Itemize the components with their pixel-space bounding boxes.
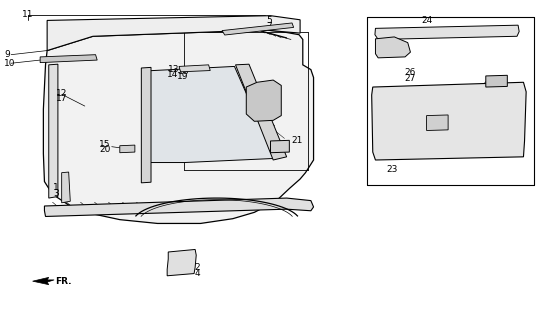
Text: 1: 1 xyxy=(53,183,59,192)
Text: 18: 18 xyxy=(178,67,189,76)
Text: 19: 19 xyxy=(177,72,188,81)
Text: 21: 21 xyxy=(291,136,302,146)
Polygon shape xyxy=(375,25,519,39)
Text: 7: 7 xyxy=(266,22,272,31)
Text: 20: 20 xyxy=(100,145,111,154)
Text: 10: 10 xyxy=(4,59,16,68)
Polygon shape xyxy=(167,250,196,276)
Text: 23: 23 xyxy=(386,165,398,174)
Polygon shape xyxy=(235,64,287,160)
Text: 6: 6 xyxy=(275,102,281,111)
Polygon shape xyxy=(47,16,300,51)
Polygon shape xyxy=(62,172,70,203)
Text: 9: 9 xyxy=(4,50,10,59)
Text: 5: 5 xyxy=(266,16,272,25)
Text: FR.: FR. xyxy=(55,277,72,286)
Polygon shape xyxy=(142,67,275,163)
Polygon shape xyxy=(32,277,54,285)
Text: 14: 14 xyxy=(167,70,179,79)
Text: 26: 26 xyxy=(404,68,415,77)
Text: 27: 27 xyxy=(404,74,415,83)
Polygon shape xyxy=(270,140,289,153)
Text: 4: 4 xyxy=(194,269,200,278)
Text: 16: 16 xyxy=(243,78,255,87)
Polygon shape xyxy=(120,145,135,153)
Polygon shape xyxy=(427,115,448,131)
Polygon shape xyxy=(486,75,507,87)
Text: 13: 13 xyxy=(168,65,180,74)
Polygon shape xyxy=(43,30,314,223)
Text: 24: 24 xyxy=(421,16,432,25)
Polygon shape xyxy=(141,68,151,183)
Polygon shape xyxy=(40,55,97,63)
Polygon shape xyxy=(222,23,294,35)
Text: 11: 11 xyxy=(22,10,34,19)
Text: 17: 17 xyxy=(56,94,68,103)
Polygon shape xyxy=(246,80,281,121)
Polygon shape xyxy=(44,198,314,216)
Text: 3: 3 xyxy=(53,189,59,198)
Text: 15: 15 xyxy=(100,140,111,148)
Text: 8: 8 xyxy=(275,108,281,117)
Polygon shape xyxy=(372,82,526,160)
Polygon shape xyxy=(375,37,411,58)
Text: 2: 2 xyxy=(194,263,200,272)
Text: 25: 25 xyxy=(485,83,496,92)
Polygon shape xyxy=(49,64,58,198)
Polygon shape xyxy=(179,65,210,72)
Text: 22: 22 xyxy=(243,83,255,92)
Text: 12: 12 xyxy=(56,89,68,98)
